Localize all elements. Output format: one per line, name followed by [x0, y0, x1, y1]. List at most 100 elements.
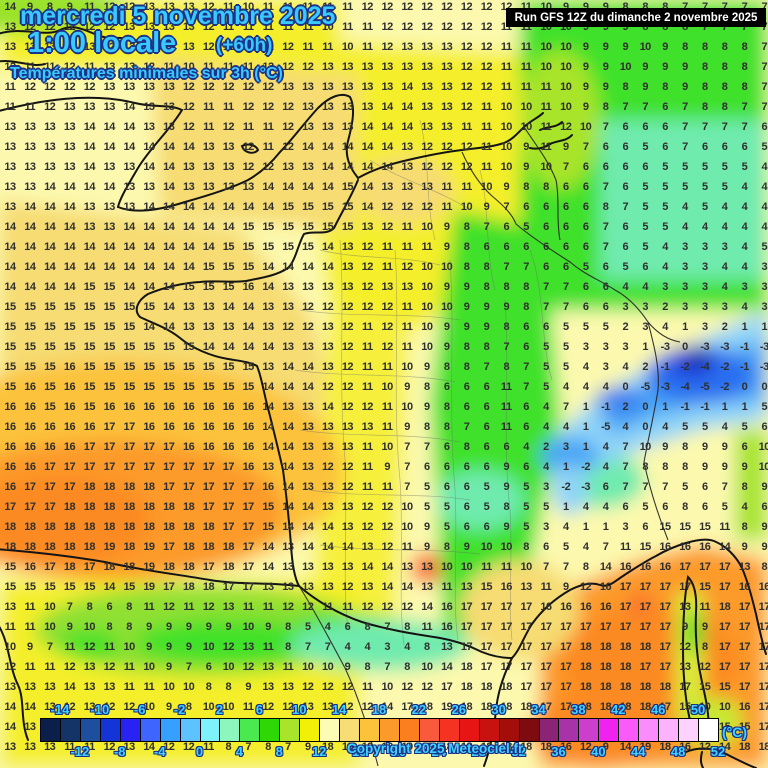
temp-value: 13: [302, 161, 314, 173]
temp-value: 16: [243, 281, 255, 293]
temp-value: 7: [543, 301, 549, 313]
temp-value: 15: [84, 301, 96, 313]
temp-value: 17: [163, 441, 175, 453]
temp-value: 12: [282, 41, 294, 53]
temp-value: 13: [302, 101, 314, 113]
temp-value: 14: [4, 221, 16, 233]
temp-value: 14: [401, 121, 413, 133]
color-scale-cell: [498, 718, 520, 742]
temp-value: 15: [84, 361, 96, 373]
temp-value: 9: [27, 1, 33, 13]
temp-value: 10: [223, 701, 235, 713]
temp-value: 15: [84, 281, 96, 293]
temp-value: 9: [761, 481, 767, 493]
temp-value: 7: [761, 21, 767, 33]
temp-value: 13: [123, 161, 135, 173]
temp-value: 8: [265, 741, 271, 753]
temp-value: 13: [739, 561, 751, 573]
temp-value: 13: [4, 741, 16, 753]
temp-value: 12: [262, 81, 274, 93]
temp-value: 14: [123, 261, 135, 273]
temp-value: 8: [464, 261, 470, 273]
temp-value: 7: [722, 21, 728, 33]
temp-value: 15: [342, 201, 354, 213]
temp-value: 8: [484, 261, 490, 273]
temp-value: 3: [702, 281, 708, 293]
temp-value: 3: [583, 341, 589, 353]
temp-value: 9: [166, 701, 172, 713]
temp-value: 6: [623, 241, 629, 253]
temp-value: 10: [4, 641, 16, 653]
temp-value: 7: [523, 381, 529, 393]
temp-value: 5: [543, 341, 549, 353]
temp-value: 9: [444, 321, 450, 333]
temp-value: 1: [761, 321, 767, 333]
temp-value: 11: [362, 361, 373, 373]
temp-value: 7: [404, 481, 410, 493]
temp-value: 10: [441, 301, 453, 313]
temp-value: 17: [520, 641, 532, 653]
temp-value: 17: [441, 681, 453, 693]
temp-value: 13: [44, 41, 56, 53]
temp-value: 12: [243, 661, 255, 673]
temp-value: 13: [302, 401, 314, 413]
temp-value: 13: [24, 721, 36, 733]
temp-value: 17: [620, 581, 632, 593]
temp-value: 12: [342, 341, 354, 353]
temp-value: 15: [4, 361, 16, 373]
temp-value: 15: [44, 581, 56, 593]
temp-value: 6: [583, 221, 589, 233]
temp-value: 11: [25, 661, 36, 673]
temp-value: 7: [722, 1, 728, 13]
temp-value: 6: [563, 201, 569, 213]
temp-value: 12: [84, 641, 96, 653]
temp-value: 16: [759, 581, 768, 593]
color-scale-cell: [339, 718, 361, 742]
temp-value: 19: [382, 741, 394, 753]
temp-value: 13: [223, 141, 235, 153]
temp-value: 6: [484, 381, 490, 393]
temp-value: 6: [464, 481, 470, 493]
color-scale-cell: [59, 718, 81, 742]
temp-value: 9: [623, 21, 629, 33]
temp-value: 12: [302, 61, 314, 73]
temp-value: 12: [580, 581, 592, 593]
temp-value: 14: [123, 281, 135, 293]
temp-value: 13: [203, 301, 215, 313]
temp-value: 16: [203, 421, 215, 433]
temp-value: 3: [603, 361, 609, 373]
temp-value: 13: [64, 161, 76, 173]
temp-value: 12: [362, 281, 374, 293]
temp-value: 10: [441, 561, 453, 573]
temp-value: 6: [662, 141, 668, 153]
temp-value: 15: [183, 341, 195, 353]
temp-value: 13: [183, 1, 195, 13]
temp-value: 8: [424, 381, 430, 393]
temp-value: 9: [404, 381, 410, 393]
temp-value: 13: [183, 41, 195, 53]
temp-value: 8: [444, 541, 450, 553]
color-scale-cell: [598, 718, 620, 742]
temp-value: 10: [620, 61, 632, 73]
date-title: mercredi 5 novembre 2025: [20, 2, 335, 31]
temp-value: 11: [362, 681, 373, 693]
temp-value: 7: [563, 281, 569, 293]
temp-value: -2: [561, 481, 570, 493]
temp-value: 17: [501, 621, 513, 633]
temp-value: 6: [523, 321, 529, 333]
temp-value: 17: [243, 481, 255, 493]
temp-value: 15: [123, 361, 135, 373]
temp-value: 13: [4, 181, 16, 193]
temp-value: 5: [742, 161, 748, 173]
scale-label-bottom: 52: [711, 744, 725, 759]
temp-value: 9: [742, 461, 748, 473]
temp-value: 14: [322, 401, 334, 413]
temp-value: 13: [163, 21, 175, 33]
temp-value: 12: [104, 701, 116, 713]
temp-value: 18: [759, 741, 768, 753]
color-scale-cell: [259, 718, 281, 742]
temp-value: 6: [424, 461, 430, 473]
temp-value: 12: [421, 161, 433, 173]
temp-value: 14: [282, 461, 294, 473]
